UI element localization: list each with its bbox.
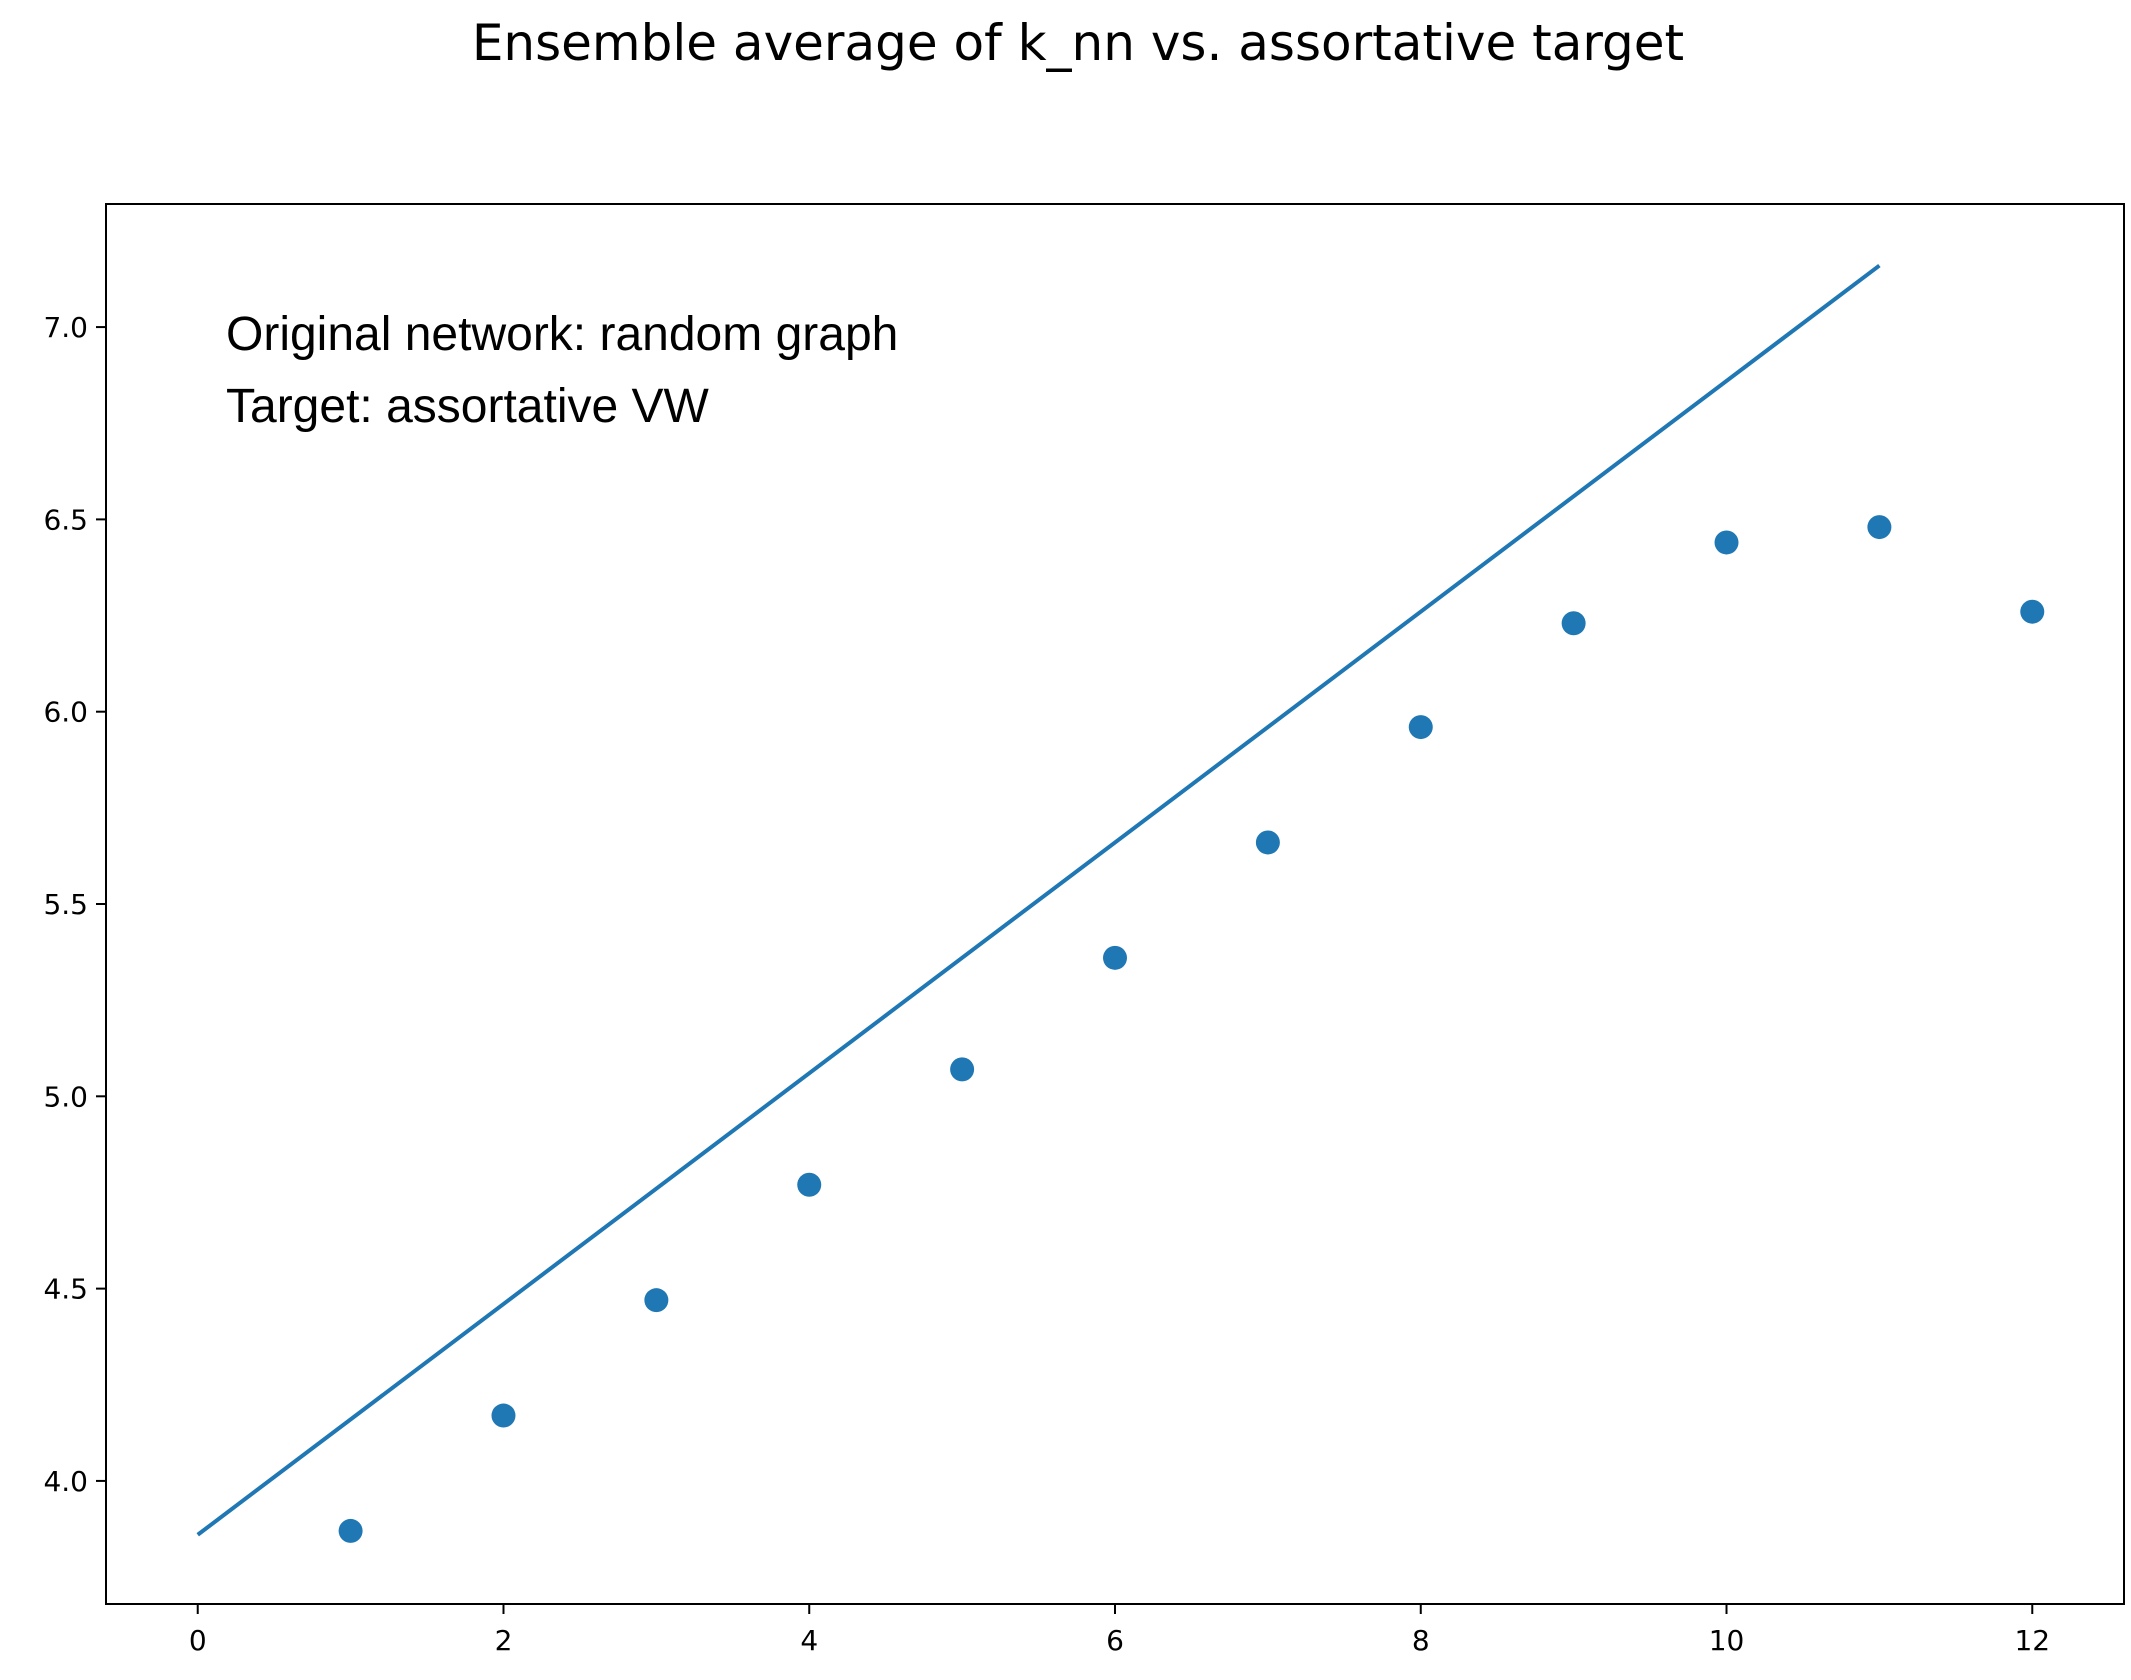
chart-title: Ensemble average of k_nn vs. assortative… xyxy=(472,14,1684,72)
x-tick-label: 0 xyxy=(189,1624,207,1657)
data-point xyxy=(1255,830,1280,855)
data-point xyxy=(797,1172,822,1197)
y-tick-label: 4.5 xyxy=(43,1273,88,1306)
data-point xyxy=(950,1057,975,1082)
data-point xyxy=(338,1518,363,1543)
plot-area xyxy=(196,263,2045,1543)
data-point xyxy=(1714,530,1739,555)
x-tick-label: 8 xyxy=(1412,1624,1430,1657)
x-tick-label: 10 xyxy=(1709,1624,1745,1657)
annotation-line-2: Target: assortative VW xyxy=(226,380,710,433)
data-point xyxy=(491,1403,516,1428)
target-line xyxy=(196,263,1881,1537)
data-point xyxy=(1103,945,1127,970)
y-tick-label: 5.0 xyxy=(43,1080,88,1113)
data-point xyxy=(644,1288,669,1313)
y-tick-label: 7.0 xyxy=(43,311,88,344)
y-tick-label: 6.0 xyxy=(43,696,88,729)
annotation-line-1: Original network: random graph xyxy=(226,308,898,361)
x-tick-label: 2 xyxy=(495,1624,513,1657)
y-axis: 4.0 4.5 5.0 5.5 6.0 6.5 7.0 xyxy=(43,311,106,1498)
data-point xyxy=(2020,599,2045,624)
data-point xyxy=(1561,611,1586,636)
data-point xyxy=(1408,715,1433,740)
x-axis: 0 2 4 6 8 10 12 xyxy=(189,1604,2050,1657)
y-tick-label: 6.5 xyxy=(43,503,88,536)
data-point xyxy=(1867,515,1892,540)
y-tick-label: 5.5 xyxy=(43,888,88,921)
x-tick-label: 4 xyxy=(800,1624,818,1657)
y-tick-label: 4.0 xyxy=(43,1465,88,1498)
x-tick-label: 12 xyxy=(2014,1624,2050,1657)
x-tick-label: 6 xyxy=(1106,1624,1124,1657)
